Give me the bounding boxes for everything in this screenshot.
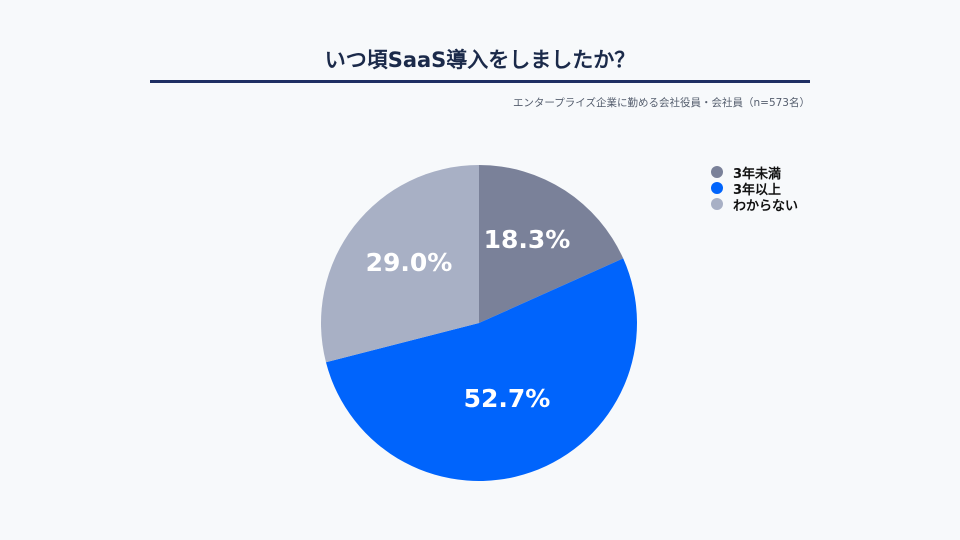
legend-label: わからない — [733, 198, 799, 214]
pie-labels: 18.3% 52.7% 29.0% — [366, 225, 571, 413]
pie-data-label-1: 52.7% — [464, 384, 551, 413]
pie-data-label-0: 18.3% — [484, 225, 571, 254]
chart-subtitle: エンタープライズ企業に勤める会社役員・会社員（n=573名） — [512, 97, 810, 109]
pie-data-label-2: 29.0% — [366, 248, 453, 277]
pie-slice-2 — [321, 165, 479, 363]
pie-slice-0 — [479, 165, 624, 323]
pie-slice-1 — [325, 258, 637, 481]
legend-swatch — [711, 166, 723, 178]
legend-item-unknown: わからない — [711, 196, 799, 214]
legend-label: 3年以上 — [733, 182, 782, 198]
title-divider — [150, 80, 810, 83]
pie-slices — [321, 165, 637, 481]
legend-swatch — [711, 198, 723, 210]
legend-item-under-3-years: 3年未満 — [711, 164, 798, 182]
legend-item-over-3-years: 3年以上 — [711, 180, 798, 198]
legend-label: 3年未満 — [733, 166, 782, 182]
chart-title: いつ頃SaaS導入をしましたか？ — [324, 48, 636, 72]
legend: 3年未満 3年以上 わからない — [711, 164, 799, 214]
legend-swatch — [711, 182, 723, 194]
